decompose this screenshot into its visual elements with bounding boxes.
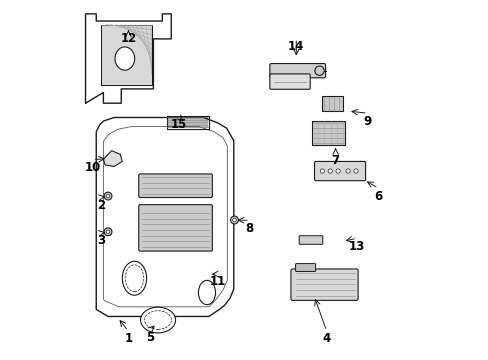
Circle shape [230,216,238,224]
Text: 9: 9 [363,114,371,127]
Text: 8: 8 [245,222,253,235]
Circle shape [106,230,110,234]
FancyBboxPatch shape [290,269,357,300]
Text: 14: 14 [287,40,304,53]
FancyBboxPatch shape [269,74,309,89]
Polygon shape [103,151,122,166]
Circle shape [327,169,332,173]
Ellipse shape [198,280,215,305]
Text: 3: 3 [97,234,105,247]
Text: 10: 10 [84,161,101,174]
Circle shape [104,192,112,200]
Text: 11: 11 [209,275,225,288]
FancyBboxPatch shape [295,264,315,271]
Ellipse shape [140,307,175,333]
Circle shape [104,228,112,236]
Text: 1: 1 [124,333,132,346]
FancyBboxPatch shape [299,236,322,244]
FancyBboxPatch shape [139,204,212,251]
FancyBboxPatch shape [314,161,365,181]
Text: 2: 2 [97,198,105,212]
Ellipse shape [125,265,143,292]
Text: 12: 12 [120,32,136,45]
Text: 13: 13 [348,240,365,253]
Text: 5: 5 [145,332,154,345]
Bar [101,24,151,85]
Text: 6: 6 [374,190,382,203]
Text: 15: 15 [170,118,186,131]
Ellipse shape [115,47,134,70]
Circle shape [345,169,349,173]
Circle shape [320,169,324,173]
Ellipse shape [144,311,171,329]
Ellipse shape [122,261,146,295]
Circle shape [314,66,324,75]
Text: 7: 7 [331,154,339,167]
Bar [322,96,343,111]
Bar [311,121,344,145]
Circle shape [232,218,236,222]
FancyBboxPatch shape [269,64,325,78]
FancyBboxPatch shape [139,174,212,198]
Circle shape [353,169,357,173]
Circle shape [106,194,110,198]
Bar [166,117,208,128]
Circle shape [335,169,340,173]
Text: 4: 4 [322,333,330,346]
